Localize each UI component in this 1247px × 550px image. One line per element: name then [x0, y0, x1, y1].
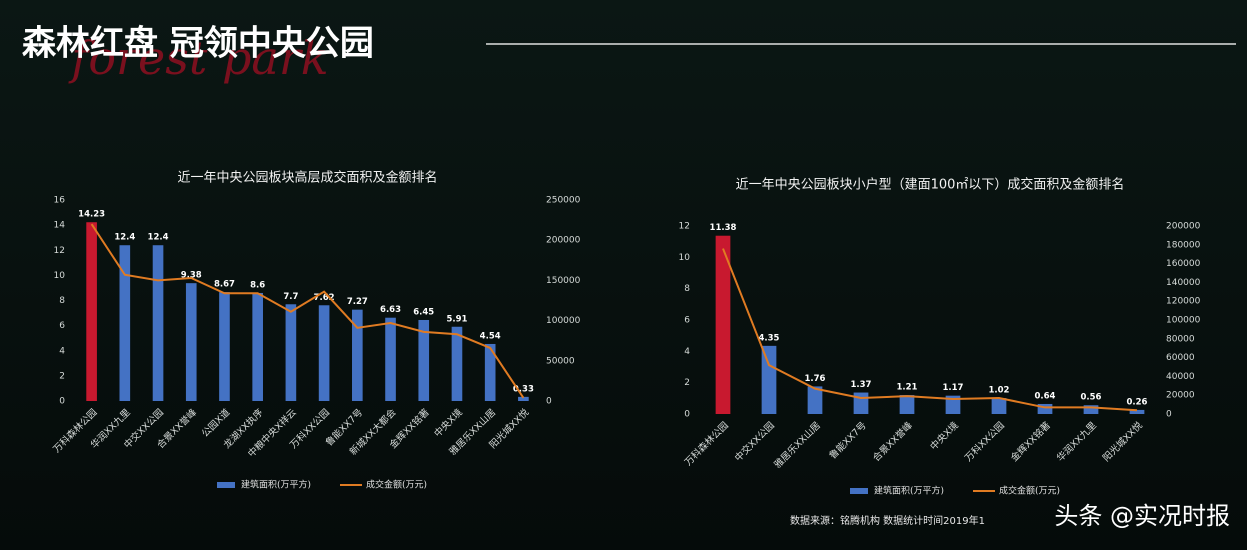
y-tick-label: 6	[684, 316, 690, 326]
chart-title: 近一年中央公园板块高层成交面积及金额排名	[177, 170, 437, 186]
bar	[86, 222, 97, 401]
bar	[451, 326, 463, 401]
legend-swatch	[217, 482, 235, 488]
bar	[252, 292, 263, 401]
y-tick-label: 0	[684, 410, 690, 420]
y2-tick-label: 250000	[546, 196, 581, 206]
value-label: 11.38	[710, 223, 737, 233]
y2-tick-label: 150000	[546, 276, 581, 286]
bar	[853, 392, 869, 414]
bar	[318, 305, 330, 401]
y2-tick-label: 80000	[1166, 334, 1195, 344]
y-tick-label: 2	[684, 378, 690, 388]
y-tick-label: 10	[54, 271, 66, 281]
watermark: 头条 @实况时报	[1054, 502, 1230, 530]
y-tick-label: 0	[59, 397, 65, 407]
value-label: 7.27	[347, 297, 368, 307]
value-label: 0.64	[1035, 391, 1056, 401]
y2-tick-label: 120000	[1166, 297, 1201, 307]
bar	[352, 309, 363, 401]
value-label: 1.02	[989, 386, 1010, 396]
bar	[715, 235, 731, 414]
bar	[484, 343, 496, 401]
footer-source: 数据来源：铭腾机构 数据统计时间2019年1	[790, 514, 985, 527]
y-tick-label: 4	[684, 347, 690, 357]
y-tick-label: 4	[59, 346, 65, 356]
legend-swatch	[850, 488, 868, 494]
y-tick-label: 12	[54, 246, 65, 256]
bar	[518, 396, 529, 401]
y-tick-label: 8	[59, 296, 65, 306]
y2-tick-label: 40000	[1166, 372, 1195, 382]
y-tick-label: 14	[54, 221, 66, 231]
y-tick-label: 10	[679, 253, 691, 263]
legend-label: 成交金额(万元)	[999, 485, 1060, 497]
amount-line	[722, 248, 1138, 412]
legend-label: 建筑面积(万平方)	[241, 479, 311, 491]
legend-label: 建筑面积(万平方)	[874, 485, 944, 497]
value-label: 14.23	[78, 210, 105, 220]
y-tick-label: 16	[54, 196, 66, 206]
value-label: 9.38	[181, 271, 202, 281]
legend-label: 成交金额(万元)	[366, 479, 427, 491]
value-label: 1.76	[805, 374, 826, 384]
bar	[285, 304, 297, 401]
value-label: 6.45	[413, 307, 434, 317]
bar	[185, 283, 197, 401]
value-label: 4.35	[759, 333, 780, 343]
bar	[152, 245, 164, 401]
bar	[1129, 409, 1145, 414]
value-label: 4.54	[480, 331, 501, 341]
value-label: 1.17	[943, 383, 964, 393]
bar	[991, 398, 1007, 414]
bar	[385, 317, 396, 401]
bar	[899, 395, 915, 414]
value-label: 8.67	[214, 280, 235, 290]
y-tick-label: 6	[59, 321, 65, 331]
y-tick-label: 2	[59, 371, 65, 381]
value-label: 1.37	[851, 380, 872, 390]
y-tick-label: 12	[679, 222, 690, 232]
bar	[418, 319, 430, 401]
chart-title: 近一年中央公园板块小户型（建面100㎡以下）成交面积及金额排名	[736, 177, 1125, 193]
value-label: 12.4	[114, 233, 135, 243]
y2-tick-label: 50000	[546, 356, 575, 366]
value-label: 12.4	[148, 233, 169, 243]
y2-tick-label: 0	[1166, 410, 1172, 420]
value-label: 5.91	[446, 314, 467, 324]
bar	[219, 292, 230, 401]
value-label: 6.63	[380, 305, 401, 315]
y2-tick-label: 60000	[1166, 353, 1195, 363]
amount-line	[90, 223, 525, 399]
y2-tick-label: 20000	[1166, 391, 1195, 401]
bar	[945, 395, 961, 414]
y2-tick-label: 200000	[1166, 222, 1201, 232]
bar	[1037, 403, 1053, 414]
y2-tick-label: 140000	[1166, 278, 1201, 288]
y-tick-label: 8	[684, 284, 690, 294]
y2-tick-label: 160000	[1166, 259, 1201, 269]
value-label: 0.33	[513, 384, 534, 394]
value-label: 0.56	[1081, 393, 1102, 403]
bar	[761, 345, 777, 414]
bar	[1083, 405, 1099, 414]
bar	[119, 245, 131, 401]
value-label: 7.62	[314, 293, 335, 303]
value-label: 1.21	[897, 383, 918, 393]
y2-tick-label: 100000	[1166, 316, 1201, 326]
value-label: 8.6	[250, 280, 265, 290]
bar	[807, 386, 823, 414]
y2-tick-label: 100000	[546, 316, 581, 326]
header-subtitle: forest park	[68, 31, 328, 85]
header-title: 森林红盘 冠领中央公园	[22, 24, 374, 64]
value-label: 0.26	[1127, 397, 1148, 407]
y2-tick-label: 180000	[1166, 240, 1201, 250]
y2-tick-label: 0	[546, 397, 552, 407]
value-label: 7.7	[283, 292, 298, 302]
y2-tick-label: 200000	[546, 236, 581, 246]
